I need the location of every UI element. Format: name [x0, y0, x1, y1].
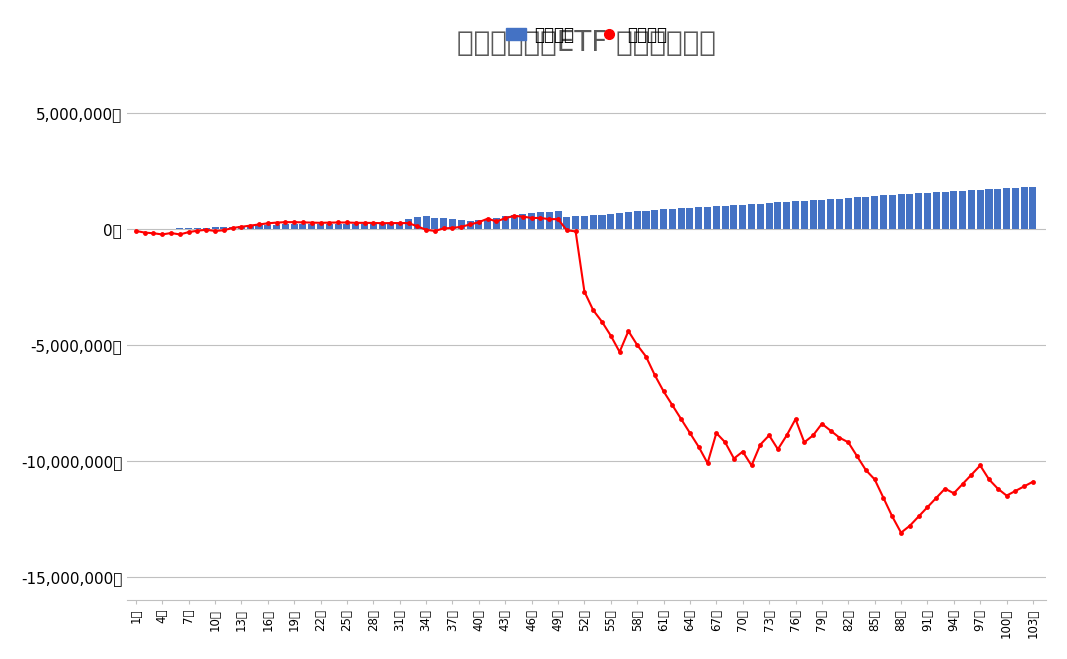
- Bar: [590, 215, 596, 229]
- Bar: [370, 224, 377, 229]
- Bar: [361, 224, 368, 229]
- Bar: [642, 211, 650, 229]
- Bar: [721, 206, 729, 229]
- Bar: [599, 215, 606, 229]
- Bar: [951, 191, 957, 229]
- Bar: [968, 190, 975, 229]
- Bar: [431, 217, 439, 229]
- Bar: [396, 224, 403, 229]
- Bar: [387, 224, 395, 229]
- Bar: [466, 221, 474, 229]
- Bar: [651, 210, 658, 229]
- Bar: [1003, 188, 1010, 229]
- Bar: [537, 212, 544, 229]
- Bar: [414, 217, 420, 229]
- Bar: [810, 200, 816, 229]
- Bar: [493, 217, 500, 229]
- Bar: [845, 198, 851, 229]
- Bar: [897, 194, 905, 229]
- Bar: [344, 224, 350, 229]
- Bar: [660, 210, 667, 229]
- Bar: [317, 224, 324, 229]
- Bar: [634, 212, 640, 229]
- Bar: [423, 216, 430, 229]
- Title: トライオートETF 週別運用実績: トライオートETF 週別運用実績: [457, 29, 716, 57]
- Bar: [862, 197, 870, 229]
- Bar: [563, 217, 571, 229]
- Bar: [441, 218, 447, 229]
- Bar: [379, 224, 385, 229]
- Bar: [325, 224, 333, 229]
- Bar: [282, 225, 289, 229]
- Bar: [501, 216, 509, 229]
- Bar: [458, 220, 465, 229]
- Bar: [924, 192, 930, 229]
- Bar: [246, 226, 254, 229]
- Bar: [220, 227, 227, 229]
- Bar: [669, 209, 675, 229]
- Bar: [625, 212, 632, 229]
- Bar: [607, 214, 615, 229]
- Bar: [510, 215, 517, 229]
- Bar: [713, 206, 720, 229]
- Bar: [1012, 188, 1019, 229]
- Bar: [545, 212, 553, 229]
- Bar: [757, 204, 764, 229]
- Bar: [238, 226, 245, 229]
- Bar: [704, 207, 711, 229]
- Bar: [766, 203, 773, 229]
- Bar: [1030, 186, 1036, 229]
- Bar: [696, 208, 702, 229]
- Bar: [827, 199, 834, 229]
- Bar: [194, 228, 201, 229]
- Bar: [555, 211, 561, 229]
- Bar: [800, 201, 808, 229]
- Bar: [906, 194, 913, 229]
- Bar: [976, 190, 984, 229]
- Bar: [915, 193, 922, 229]
- Bar: [986, 189, 992, 229]
- Bar: [290, 224, 298, 229]
- Bar: [203, 228, 210, 229]
- Bar: [572, 216, 579, 229]
- Bar: [731, 205, 737, 229]
- Bar: [1021, 187, 1028, 229]
- Bar: [484, 219, 491, 229]
- Bar: [686, 208, 694, 229]
- Bar: [300, 224, 306, 229]
- Bar: [748, 204, 755, 229]
- Bar: [994, 188, 1001, 229]
- Bar: [871, 196, 878, 229]
- Bar: [616, 213, 623, 229]
- Bar: [818, 200, 826, 229]
- Bar: [880, 196, 887, 229]
- Bar: [211, 227, 219, 229]
- Bar: [889, 195, 896, 229]
- Bar: [854, 197, 861, 229]
- Bar: [783, 202, 791, 229]
- Bar: [520, 214, 526, 229]
- Bar: [476, 220, 482, 229]
- Bar: [580, 216, 588, 229]
- Bar: [678, 208, 685, 229]
- Bar: [835, 198, 843, 229]
- Bar: [265, 225, 271, 229]
- Bar: [405, 219, 412, 229]
- Bar: [933, 192, 940, 229]
- Bar: [959, 190, 966, 229]
- Bar: [528, 213, 536, 229]
- Bar: [335, 224, 341, 229]
- Bar: [352, 224, 360, 229]
- Bar: [308, 224, 315, 229]
- Legend: 実現損益, 評価損益: 実現損益, 評価損益: [499, 19, 674, 50]
- Bar: [273, 225, 281, 229]
- Bar: [739, 205, 746, 229]
- Bar: [229, 227, 236, 229]
- Bar: [449, 219, 456, 229]
- Bar: [775, 202, 781, 229]
- Bar: [255, 225, 262, 229]
- Bar: [941, 192, 949, 229]
- Bar: [792, 202, 799, 229]
